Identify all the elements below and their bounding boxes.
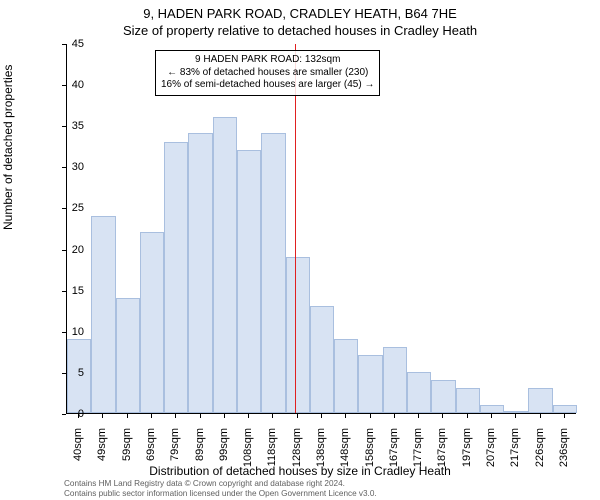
x-tick-mark (127, 414, 128, 418)
histogram-bar (310, 306, 334, 413)
y-tick-label: 45 (54, 38, 84, 50)
bars-layer (67, 44, 576, 413)
y-tick-label: 30 (54, 161, 84, 173)
x-tick-mark (515, 414, 516, 418)
histogram-bar (286, 257, 310, 413)
x-tick-mark (321, 414, 322, 418)
x-tick-mark (345, 414, 346, 418)
histogram-bar (553, 405, 577, 413)
y-tick-mark (62, 208, 66, 209)
x-tick-mark (540, 414, 541, 418)
x-tick-mark (491, 414, 492, 418)
histogram-bar (140, 232, 164, 413)
y-tick-label: 25 (54, 202, 84, 214)
x-tick-mark (467, 414, 468, 418)
y-tick-mark (62, 250, 66, 251)
y-tick-mark (62, 126, 66, 127)
x-tick-mark (564, 414, 565, 418)
x-tick-mark (418, 414, 419, 418)
plot-area: 9 HADEN PARK ROAD: 132sqm ← 83% of detac… (66, 44, 576, 414)
x-tick-mark (272, 414, 273, 418)
histogram-bar (116, 298, 140, 413)
x-tick-mark (102, 414, 103, 418)
reference-line (295, 44, 296, 413)
histogram-bar (431, 380, 455, 413)
histogram-bar (261, 133, 285, 413)
x-tick-mark (175, 414, 176, 418)
y-tick-mark (62, 414, 66, 415)
y-tick-label: 10 (54, 326, 84, 338)
y-tick-mark (62, 167, 66, 168)
y-tick-mark (62, 291, 66, 292)
footer-line2: Contains public sector information licen… (64, 489, 592, 498)
y-tick-label: 5 (54, 367, 84, 379)
histogram-bar (504, 411, 528, 413)
y-tick-label: 35 (54, 120, 84, 132)
x-tick-mark (78, 414, 79, 418)
histogram-bar (91, 216, 115, 413)
y-tick-label: 20 (54, 244, 84, 256)
y-tick-mark (62, 44, 66, 45)
x-tick-mark (151, 414, 152, 418)
y-axis-label: Number of detached properties (1, 65, 15, 230)
histogram-bar (407, 372, 431, 413)
histogram-bar (164, 142, 188, 413)
histogram-bar (188, 133, 212, 413)
x-tick-mark (442, 414, 443, 418)
annotation-line3: 16% of semi-detached houses are larger (… (161, 79, 374, 92)
y-tick-label: 40 (54, 79, 84, 91)
x-tick-mark (248, 414, 249, 418)
x-tick-mark (224, 414, 225, 418)
histogram-bar (480, 405, 504, 413)
histogram-bar (334, 339, 358, 413)
annotation-box: 9 HADEN PARK ROAD: 132sqm ← 83% of detac… (155, 50, 380, 96)
y-tick-mark (62, 85, 66, 86)
annotation-line2: ← 83% of detached houses are smaller (23… (161, 67, 374, 80)
x-axis-label: Distribution of detached houses by size … (0, 464, 600, 478)
footer-line1: Contains HM Land Registry data © Crown c… (64, 479, 592, 488)
histogram-bar (383, 347, 407, 413)
y-tick-mark (62, 373, 66, 374)
x-tick-mark (200, 414, 201, 418)
annotation-line1: 9 HADEN PARK ROAD: 132sqm (161, 54, 374, 67)
chart-title-subtitle: Size of property relative to detached ho… (0, 23, 600, 38)
y-tick-mark (62, 332, 66, 333)
footer-attribution: Contains HM Land Registry data © Crown c… (64, 479, 592, 498)
y-tick-label: 0 (54, 408, 84, 420)
histogram-bar (456, 388, 480, 413)
histogram-bar (528, 388, 552, 413)
chart-container: 9, HADEN PARK ROAD, CRADLEY HEATH, B64 7… (0, 0, 600, 500)
histogram-bar (213, 117, 237, 413)
chart-title-address: 9, HADEN PARK ROAD, CRADLEY HEATH, B64 7… (0, 6, 600, 21)
y-tick-label: 15 (54, 285, 84, 297)
histogram-bar (358, 355, 382, 413)
histogram-bar (237, 150, 261, 413)
x-tick-mark (394, 414, 395, 418)
x-tick-mark (370, 414, 371, 418)
x-tick-mark (297, 414, 298, 418)
